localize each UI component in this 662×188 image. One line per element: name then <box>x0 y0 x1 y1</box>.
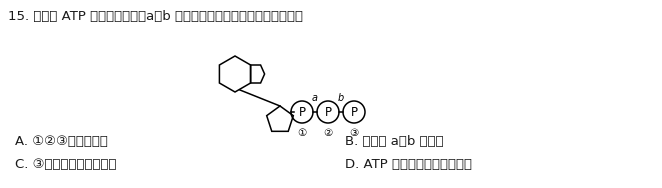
Text: P: P <box>299 105 305 118</box>
Text: A. ①②③代表磷元素: A. ①②③代表磷元素 <box>15 135 108 148</box>
Text: P: P <box>324 105 332 118</box>
Text: P: P <box>350 105 357 118</box>
Text: b: b <box>338 93 344 103</box>
Text: 15. 如图为 ATP 的结构示意图，a、b 代表某种化学键。下列叙述错误的是: 15. 如图为 ATP 的结构示意图，a、b 代表某种化学键。下列叙述错误的是 <box>8 10 303 23</box>
Text: B. 化学键 a、b 不稳定: B. 化学键 a、b 不稳定 <box>345 135 444 148</box>
Text: ②: ② <box>323 128 332 138</box>
Text: D. ATP 是一种高能磷酸化合物: D. ATP 是一种高能磷酸化合物 <box>345 158 472 171</box>
Text: C. ③具有较高的转移势能: C. ③具有较高的转移势能 <box>15 158 117 171</box>
Text: ①: ① <box>297 128 307 138</box>
Text: ③: ③ <box>350 128 359 138</box>
Text: a: a <box>312 93 318 103</box>
